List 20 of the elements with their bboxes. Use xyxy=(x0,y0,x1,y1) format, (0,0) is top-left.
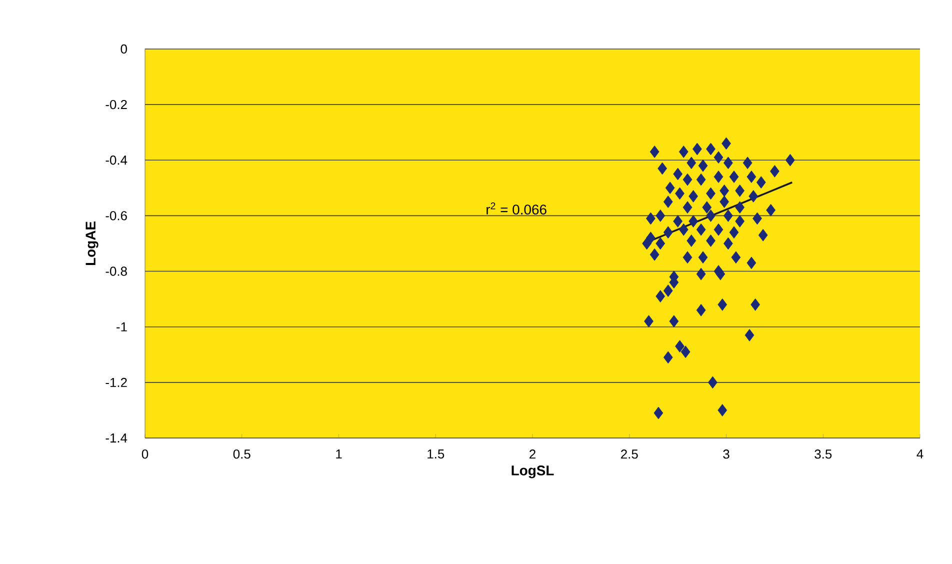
y-tick-label: -0.8 xyxy=(106,266,127,276)
x-tick-label: 4 xyxy=(916,450,924,458)
x-tick-label: 2 xyxy=(530,450,536,459)
x-tick-label: 3 xyxy=(723,450,730,459)
y-tick-label: -1 xyxy=(116,322,127,332)
x-tick-label: 0 xyxy=(142,450,148,459)
y-tick-label: 0 xyxy=(120,44,127,54)
x-axis-title: LogSL xyxy=(512,466,554,478)
x-tick-label: 0.5 xyxy=(233,450,250,459)
x-tick-label: 3.5 xyxy=(814,450,832,459)
y-tick-label: -1.4 xyxy=(106,434,128,442)
y-tick-label: -0.4 xyxy=(106,156,128,165)
y-axis-title: LogAE xyxy=(86,222,98,266)
annotation: r$^{2}$ = 0.066 xyxy=(486,202,546,215)
y-tick-label: -0.6 xyxy=(106,211,127,220)
x-tick-label: 2.5 xyxy=(621,450,638,459)
y-tick-label: -1.2 xyxy=(106,378,127,387)
y-tick-label: -0.2 xyxy=(106,100,127,110)
x-tick-label: 1.5 xyxy=(428,450,444,459)
x-tick-label: 1 xyxy=(336,450,342,458)
